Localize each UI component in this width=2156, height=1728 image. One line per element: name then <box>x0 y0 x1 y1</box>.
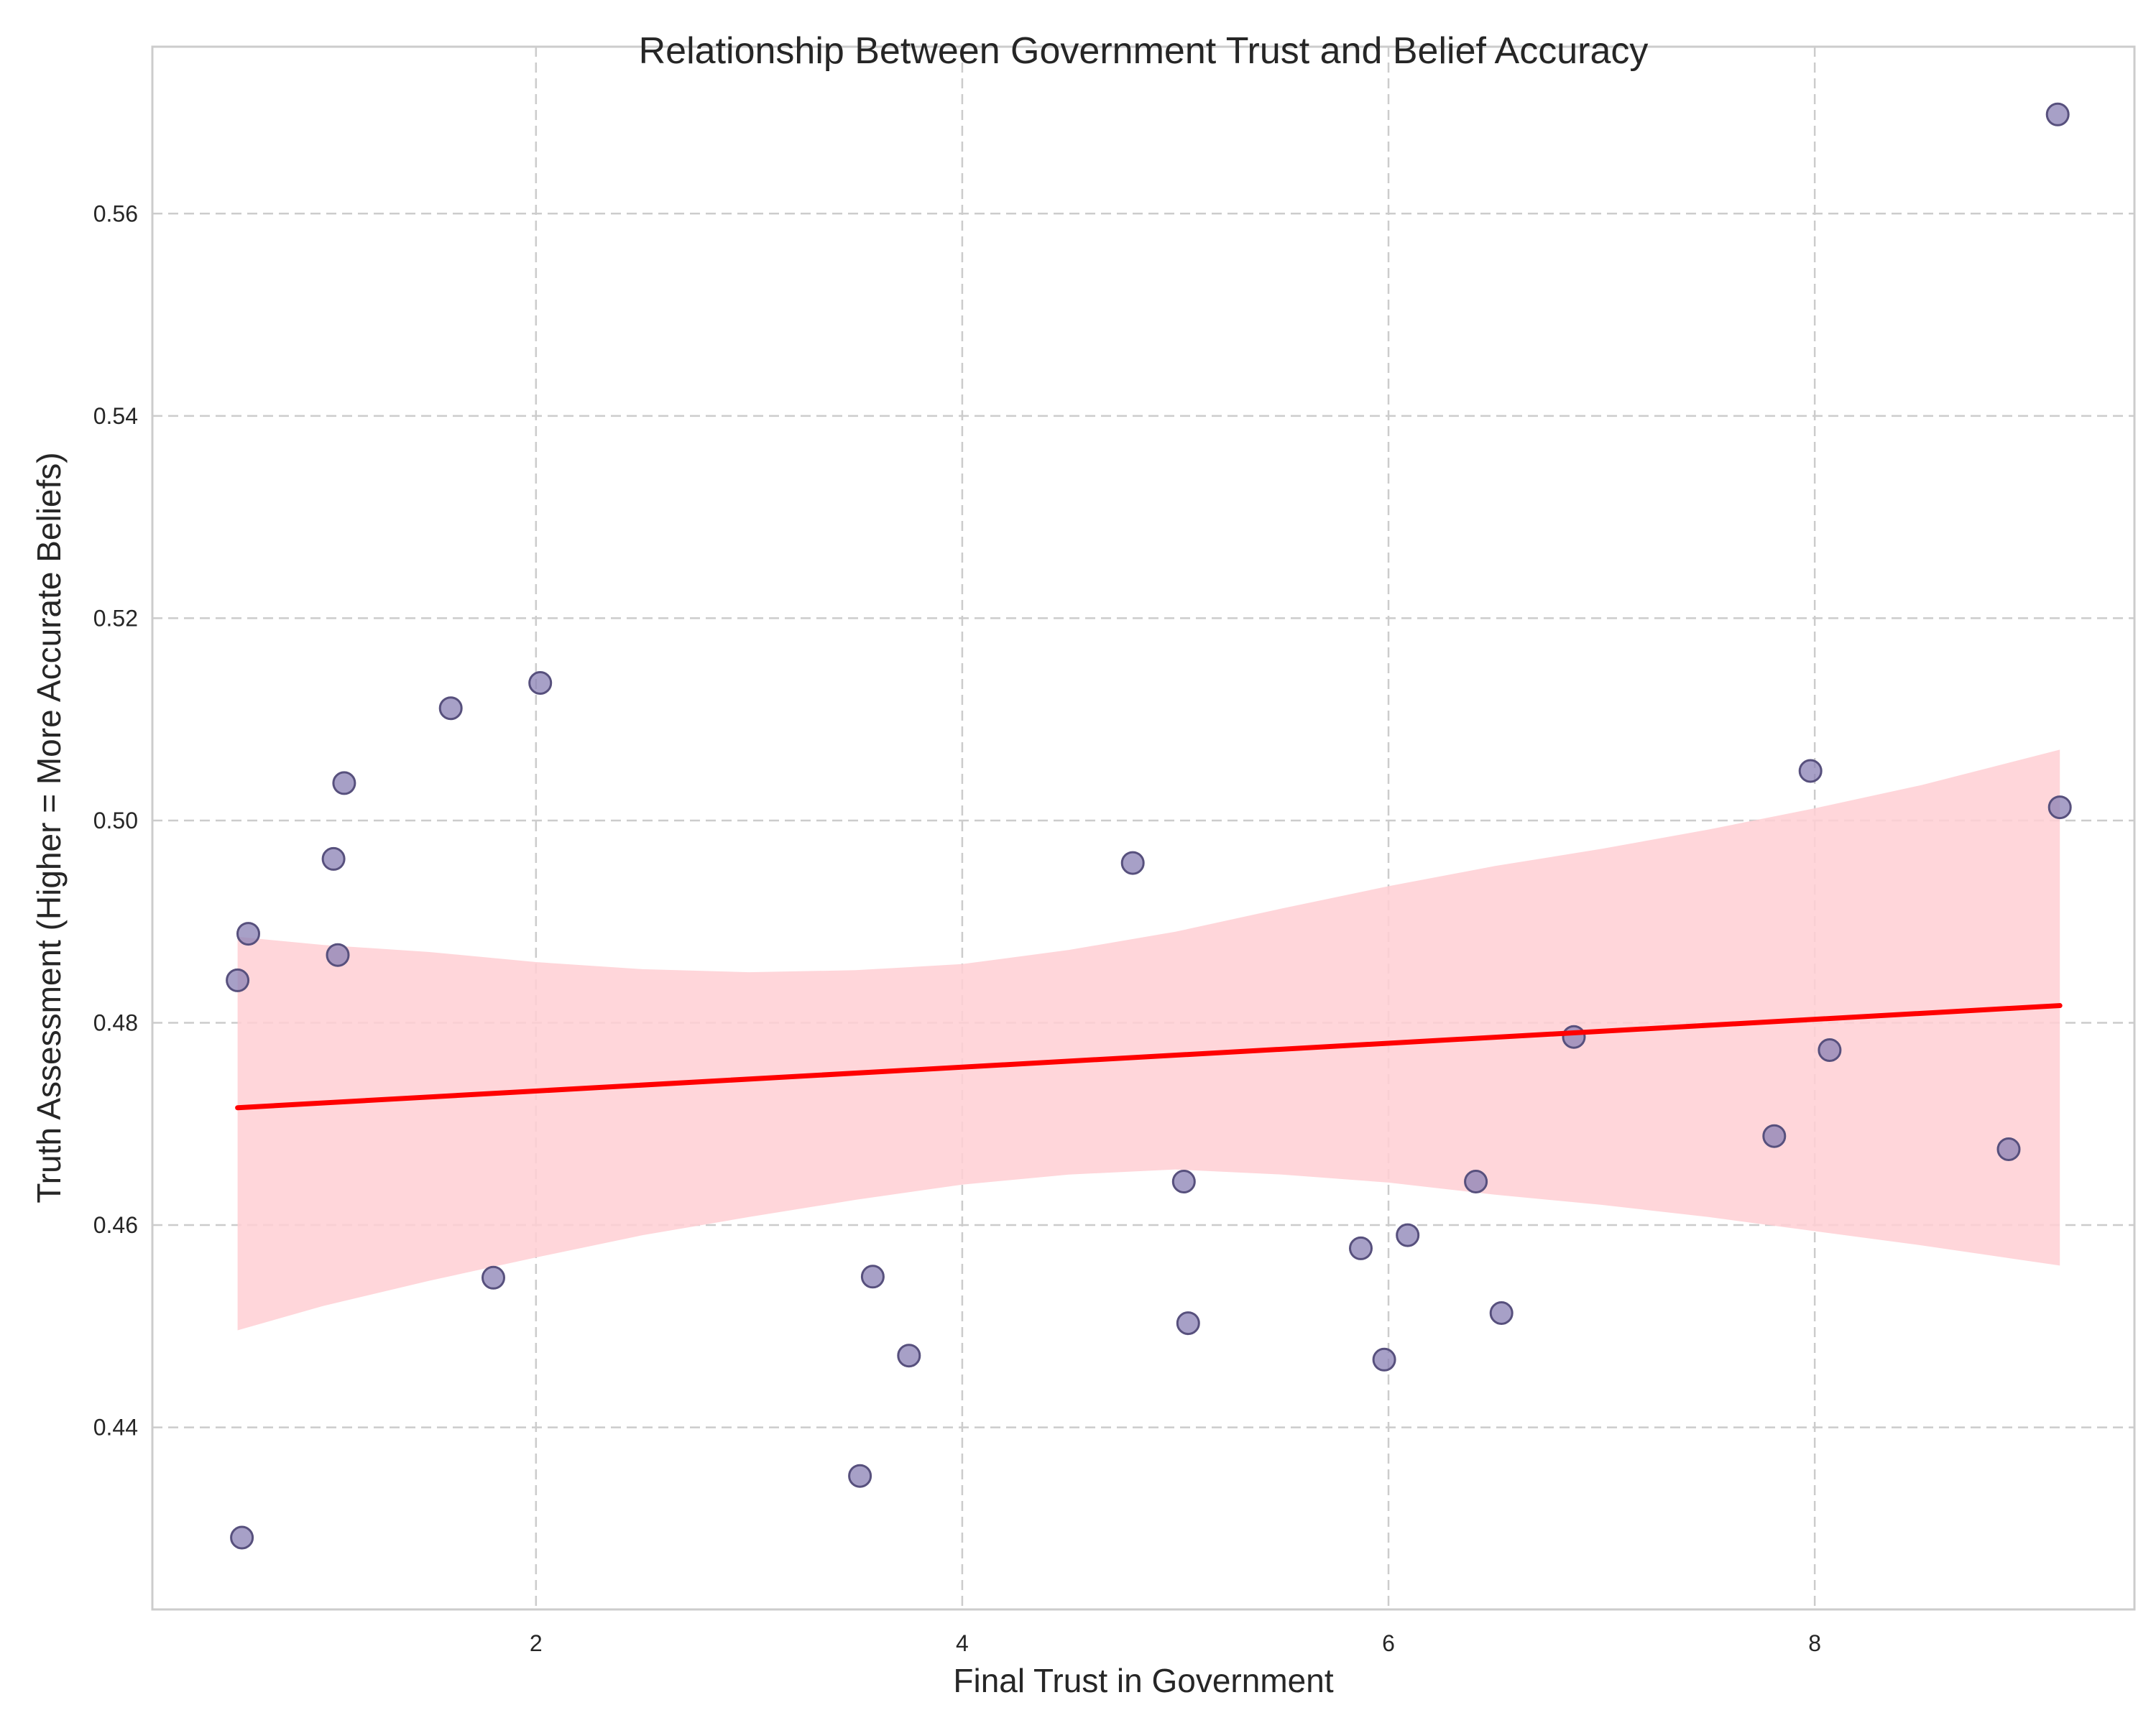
data-point[interactable] <box>236 922 260 946</box>
y-tick-label: 0.46 <box>93 1212 138 1238</box>
data-point[interactable] <box>1489 1301 1514 1325</box>
x-tick-label: 8 <box>1808 1630 1821 1656</box>
data-point[interactable] <box>1818 1038 1842 1062</box>
plot-frame <box>151 45 2136 1611</box>
y-tick-label: 0.56 <box>93 200 138 226</box>
data-point[interactable] <box>230 1525 254 1550</box>
confidence-band-layer <box>237 749 2060 1331</box>
x-tick-label: 4 <box>956 1630 969 1656</box>
regression-line <box>235 1003 2063 1111</box>
data-point[interactable] <box>1762 1124 1787 1148</box>
data-point[interactable] <box>1464 1170 1488 1193</box>
data-point[interactable] <box>1349 1236 1373 1260</box>
data-point[interactable] <box>1120 851 1145 875</box>
data-point[interactable] <box>2045 102 2070 126</box>
data-point[interactable] <box>848 1464 872 1488</box>
confidence-band <box>237 749 2060 1331</box>
data-point[interactable] <box>438 696 463 721</box>
data-point[interactable] <box>1176 1311 1200 1336</box>
data-point[interactable] <box>897 1344 921 1368</box>
y-tick-label: 0.52 <box>93 605 138 631</box>
data-point[interactable] <box>1798 759 1823 783</box>
data-point[interactable] <box>326 943 350 967</box>
y-tick-label: 0.44 <box>93 1415 138 1441</box>
data-point[interactable] <box>860 1265 885 1289</box>
data-point[interactable] <box>321 846 346 871</box>
x-tick-label: 2 <box>530 1630 543 1656</box>
y-tick-label: 0.54 <box>93 403 138 429</box>
data-point[interactable] <box>528 671 553 695</box>
chart-title: Relationship Between Government Trust an… <box>639 30 1649 72</box>
data-point[interactable] <box>2047 795 2072 820</box>
data-point[interactable] <box>1396 1223 1420 1247</box>
data-point[interactable] <box>482 1265 505 1290</box>
data-point[interactable] <box>1372 1347 1396 1372</box>
x-axis-label: Final Trust in Government <box>953 1662 1333 1699</box>
data-point[interactable] <box>332 771 356 795</box>
x-tick-label: 6 <box>1382 1630 1395 1656</box>
regression-layer <box>235 1003 2063 1111</box>
y-tick-label: 0.48 <box>93 1009 138 1035</box>
data-point[interactable] <box>226 968 250 992</box>
data-point[interactable] <box>1171 1170 1196 1193</box>
data-point[interactable] <box>1562 1025 1586 1049</box>
data-point[interactable] <box>1996 1137 2021 1161</box>
y-axis-label: Truth Assessment (Higher = More Accurate… <box>30 452 68 1203</box>
tick-labels: 2 4 6 8 0.44 0.46 0.48 0.50 0.52 0.54 0.56 <box>93 200 1821 1656</box>
y-tick-label: 0.50 <box>93 808 138 833</box>
